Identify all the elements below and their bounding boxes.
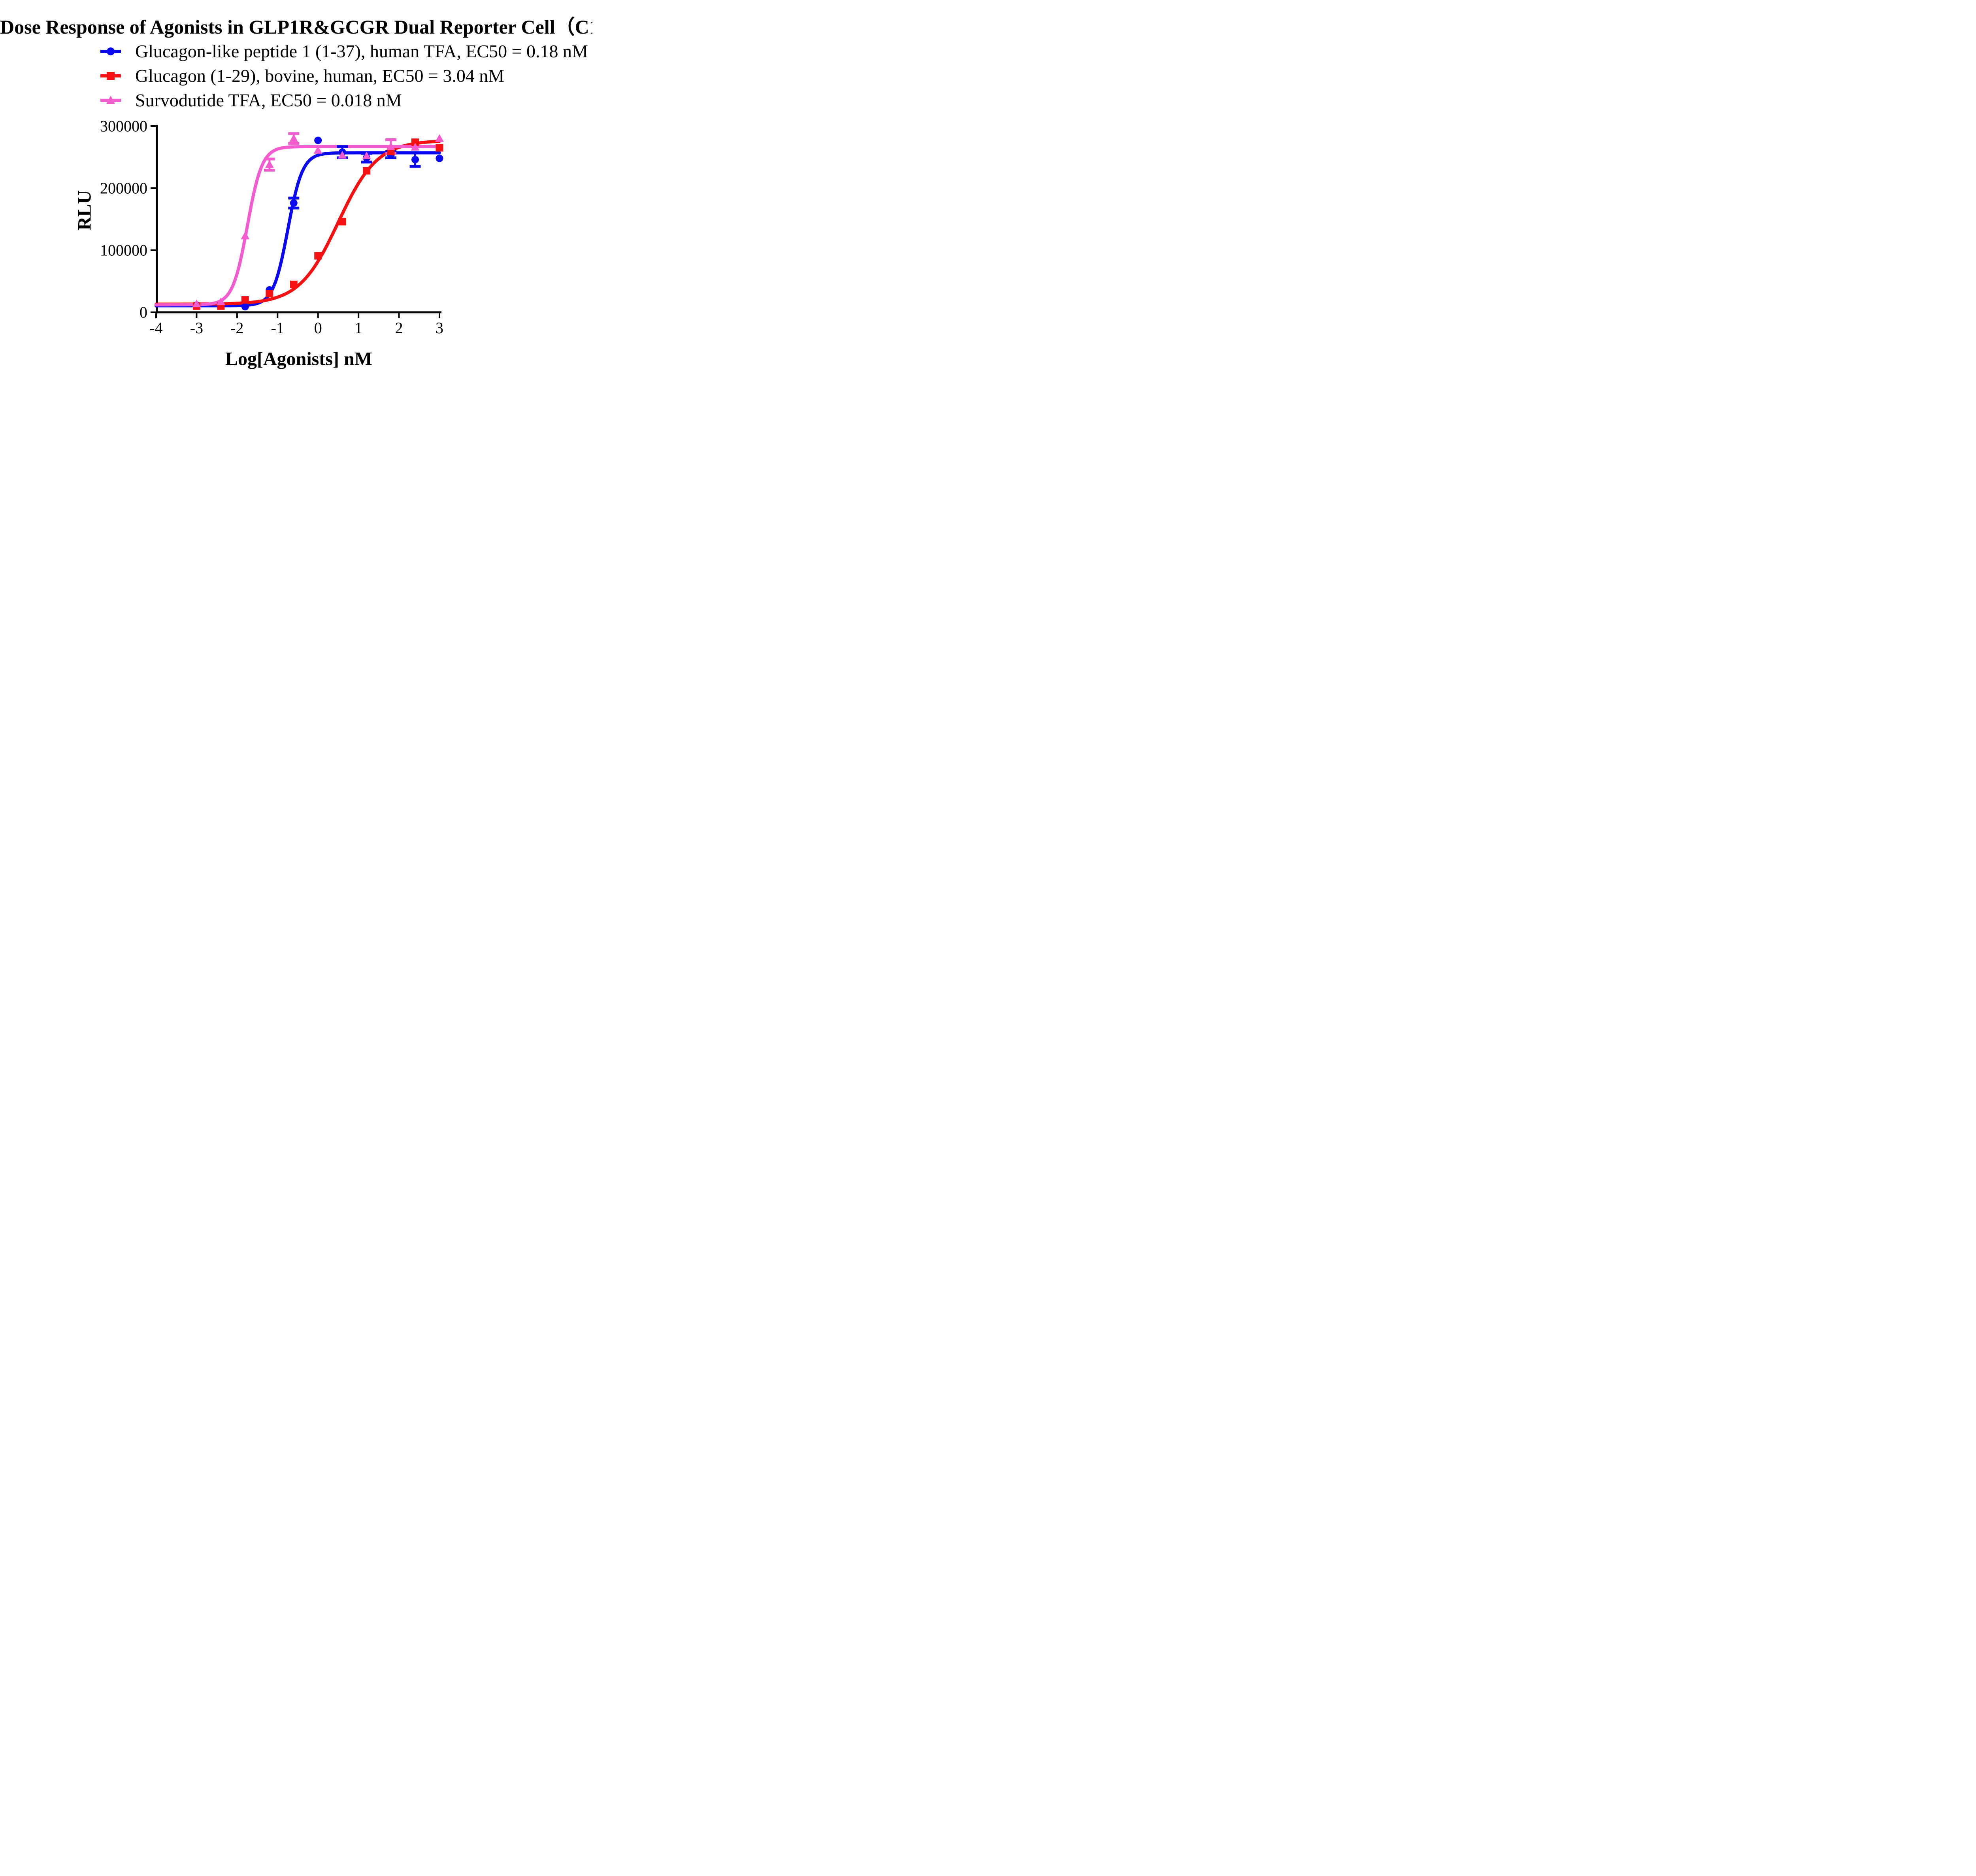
data-point-triangle <box>411 143 420 151</box>
legend-marker-square-icon <box>107 72 115 80</box>
legend-key-line <box>100 72 121 80</box>
data-point-triangle <box>192 299 201 308</box>
y-tick-label: 100000 <box>100 242 147 259</box>
data-point-triangle <box>313 146 322 154</box>
legend-label: Glucagon-like peptide 1 (1-37), human TF… <box>135 41 588 61</box>
data-point-triangle <box>362 151 371 159</box>
x-tick-label: 2 <box>395 319 403 337</box>
data-point-circle <box>314 136 322 144</box>
x-tick-label: 1 <box>354 319 362 337</box>
legend-label: Glucagon (1-29), bovine, human, EC50 = 3… <box>135 66 505 86</box>
fit-curve-series-3 <box>155 145 441 307</box>
fit-curve-series-2 <box>155 140 441 306</box>
data-point-triangle <box>265 160 274 168</box>
legend-item-2: Glucagon (1-29), bovine, human, EC50 = 3… <box>100 64 504 88</box>
legend-item-1: Glucagon-like peptide 1 (1-37), human TF… <box>100 39 588 64</box>
x-tick-label: -2 <box>230 319 243 337</box>
data-point-square <box>436 144 443 152</box>
data-point-triangle <box>241 231 250 240</box>
figure: Dose Response of Agonists in GLP1R&GCGR … <box>0 0 592 375</box>
data-point-square <box>290 280 298 288</box>
y-tick-label: 200000 <box>100 179 147 197</box>
data-point-square <box>338 218 346 226</box>
data-point-triangle <box>387 142 396 150</box>
dose-response-plot: -4 -3 -2 -1 0 1 2 3 0 100000 200000 300000 <box>100 117 444 337</box>
data-point-square <box>241 296 249 304</box>
legend-label: Survodutide TFA, EC50 = 0.018 nM <box>135 90 402 110</box>
legend-marker-circle-icon <box>107 47 115 55</box>
data-point-square <box>266 290 273 298</box>
x-axis-title: Log[Agonists] nM <box>225 348 373 370</box>
x-tick-label: 3 <box>436 319 443 337</box>
legend-key-line <box>100 47 121 55</box>
data-point-triangle <box>338 151 347 159</box>
fit-curve-series-1 <box>155 151 441 308</box>
data-point-square <box>411 138 419 146</box>
data-point-square <box>314 252 322 260</box>
x-tick-label: -3 <box>190 319 203 337</box>
data-point-circle <box>241 303 249 311</box>
y-tick-label: 0 <box>140 304 147 321</box>
data-point-triangle <box>289 134 298 142</box>
x-tick-label: -4 <box>149 319 162 337</box>
legend-marker-triangle-icon <box>106 96 115 104</box>
data-point-circle <box>290 199 298 207</box>
data-point-circle <box>436 155 443 162</box>
legend-item-3: Survodutide TFA, EC50 = 0.018 nM <box>100 88 402 113</box>
x-tick-label: 0 <box>314 319 322 337</box>
data-point-triangle <box>216 297 225 305</box>
x-tick-label: -1 <box>271 319 284 337</box>
y-tick-label: 300000 <box>100 117 147 135</box>
legend-key-line <box>100 96 121 104</box>
data-point-square <box>363 167 371 175</box>
data-point-triangle <box>435 134 444 142</box>
data-point-circle <box>411 156 419 164</box>
y-axis-title: RLU <box>74 190 95 230</box>
chart-title: Dose Response of Agonists in GLP1R&GCGR … <box>0 16 592 38</box>
